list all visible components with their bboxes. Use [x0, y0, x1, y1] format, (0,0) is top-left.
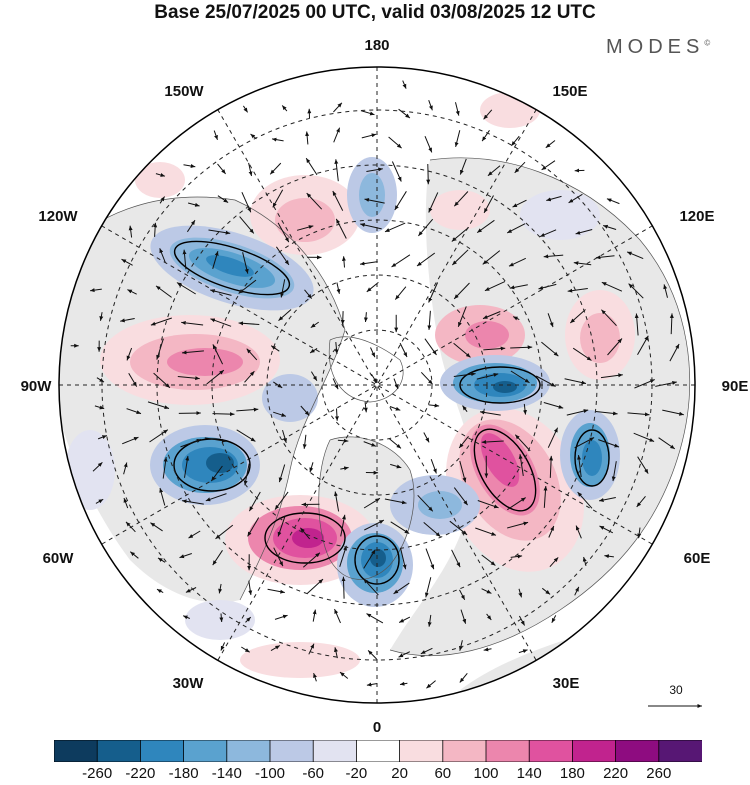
high-pacific-north-core [275, 198, 335, 242]
low-canada-arctic [262, 374, 318, 422]
lon-label-120w: 120W [38, 208, 78, 225]
colorbar-tick-label: -100 [255, 765, 285, 782]
colorbar-tick-label: -60 [302, 765, 324, 782]
colorbar-swatch-8 [400, 740, 444, 762]
colorbar-tick-label: -180 [169, 765, 199, 782]
colorbar-tick-label: -220 [125, 765, 155, 782]
high-arctic-small [430, 190, 490, 230]
low-atlantic-south [185, 600, 255, 640]
colorbar-tick-label: -140 [212, 765, 242, 782]
colorbar-tick-label: -260 [82, 765, 112, 782]
reference-vector-label: 30 [669, 683, 683, 697]
colorbar-swatch-3 [184, 740, 228, 762]
colorbar-tick-labels: -260 -220 -180 -140 -100 -60 -20 20 60 100 140 180 2… [0, 765, 750, 785]
colorbar-swatch-11 [529, 740, 573, 762]
lon-label-30w: 30W [173, 675, 205, 692]
colorbar-swatch-14 [659, 740, 702, 762]
wind-vector [213, 414, 235, 415]
colorbar-swatch-13 [616, 740, 660, 762]
colorbar-tick-label: 220 [603, 765, 628, 782]
lon-label-90w: 90W [21, 378, 53, 395]
colorbar-swatch-5 [270, 740, 314, 762]
lon-label-90e: 90E [722, 378, 749, 395]
lon-label-120e: 120E [679, 208, 714, 225]
lon-label-180: 180 [364, 37, 389, 54]
high-north-small [480, 92, 540, 128]
colorbar-swatch-7 [356, 740, 400, 762]
colorbar-swatch-9 [443, 740, 487, 762]
colorbar-tick-label: 140 [517, 765, 542, 782]
low-arctic-russia-core [418, 491, 462, 519]
colorbar-tick-label: 20 [391, 765, 408, 782]
wind-vector [428, 164, 429, 184]
high-south-small [240, 642, 360, 678]
colorbar-swatch-0 [54, 740, 98, 762]
colorbar-tick-label: 180 [560, 765, 585, 782]
high-east-siberian-core [465, 321, 509, 349]
wind-vector [343, 577, 344, 599]
wind-vector [221, 614, 222, 623]
colorbar-swatch-1 [97, 740, 141, 762]
lon-label-150e: 150E [552, 83, 587, 100]
lon-label-150w: 150W [164, 83, 204, 100]
low-north-east-asia [520, 190, 600, 240]
lon-label-60w: 60W [43, 550, 75, 567]
colorbar-tick-label: 60 [434, 765, 451, 782]
colorbar-swatch-2 [140, 740, 184, 762]
high-mongolia-core [580, 313, 620, 363]
high-north-atlantic-peak [292, 528, 324, 548]
lon-label-30e: 30E [553, 675, 580, 692]
colorbar-swatch-12 [572, 740, 616, 762]
low-west-edge [65, 430, 115, 510]
high-west-small [135, 162, 185, 198]
low-scandinavia-peak [370, 549, 386, 567]
colorbar-swatch-4 [227, 740, 271, 762]
high-canada-core [167, 348, 243, 376]
low-pacific-north-core [359, 173, 385, 217]
wind-vector [343, 311, 344, 324]
low-siberia-peak [493, 381, 517, 393]
colorbar-swatch-6 [313, 740, 357, 762]
lon-label-0: 0 [373, 719, 381, 736]
lon-label-60e: 60E [684, 550, 711, 567]
colorbar-tick-label: 100 [473, 765, 498, 782]
colorbar-tick-label: -20 [346, 765, 368, 782]
colorbar-swatch-10 [486, 740, 530, 762]
colorbar [54, 740, 702, 762]
colorbar-tick-label: 260 [646, 765, 671, 782]
wind-vector [337, 409, 338, 421]
